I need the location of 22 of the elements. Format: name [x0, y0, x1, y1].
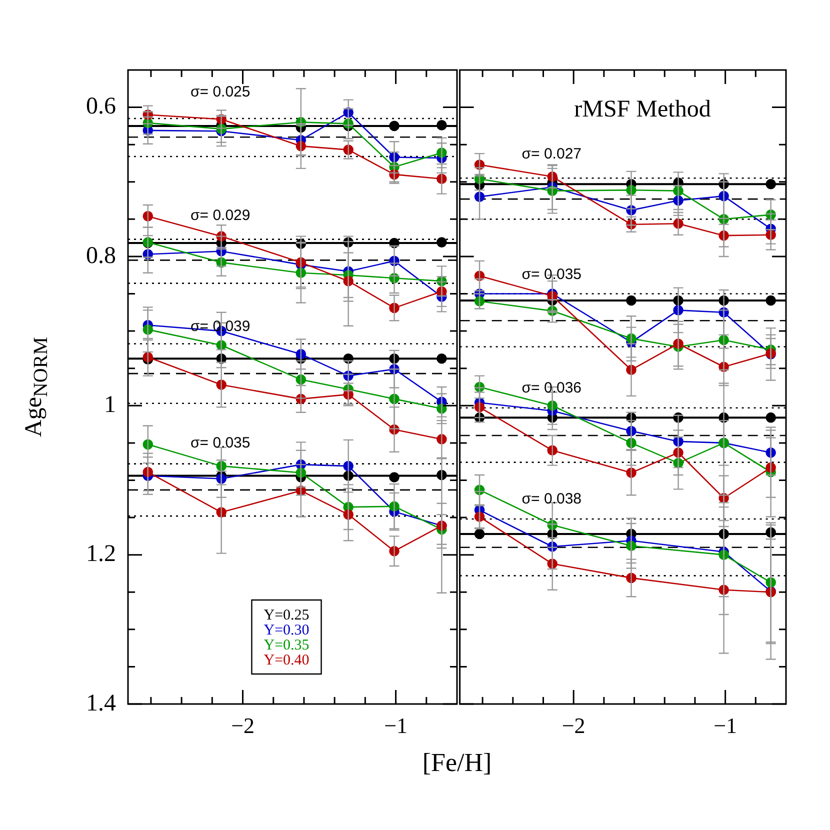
annotation: σ= 0.036: [522, 379, 582, 396]
annotation: σ= 0.035: [522, 266, 582, 283]
text: Y=0.35: [264, 637, 310, 654]
text: Y=0.40: [264, 652, 310, 668]
text: Y=0.25: [264, 607, 310, 624]
y-tick-label: 1: [104, 392, 116, 418]
x-tick-label: −2: [562, 712, 586, 738]
y-tick-label: 0.6: [86, 94, 116, 120]
annotation: σ= 0.025: [190, 83, 250, 100]
x-tick-label: −1: [714, 712, 738, 738]
text: rMSF Method: [574, 96, 711, 122]
y-tick-label: 1.4: [86, 690, 116, 716]
text: Y=0.30: [264, 622, 310, 638]
annotation: σ= 0.027: [522, 145, 582, 162]
x-axis-title: [Fe/H]: [421, 748, 493, 778]
y-tick-label: 1.2: [86, 541, 116, 568]
annotation: σ= 0.038: [522, 490, 582, 508]
x-tick-label: −1: [384, 712, 408, 738]
y-tick-label: 0.8: [86, 242, 116, 269]
x-tick-label: −2: [231, 712, 254, 738]
annotation: σ= 0.029: [190, 206, 250, 224]
annotation: σ= 0.035: [190, 434, 250, 452]
